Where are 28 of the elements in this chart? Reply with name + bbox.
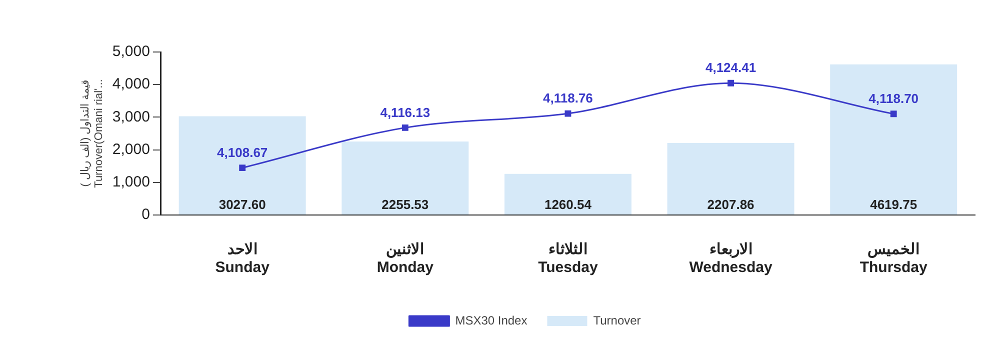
- point: [728, 80, 734, 86]
- y-tick-label: 2,000: [112, 140, 150, 158]
- y-tick-label: 0: [142, 206, 150, 224]
- data-label: 4,118.70: [868, 90, 919, 106]
- point: [239, 164, 246, 172]
- data-label: 1260.54: [544, 197, 592, 212]
- bar: [504, 174, 632, 214]
- point: [564, 110, 572, 117]
- point: [890, 110, 897, 118]
- bar: [178, 116, 306, 214]
- data-label: 3027.60: [218, 197, 266, 212]
- y-tick-label: 4,000: [112, 76, 150, 93]
- y-tick-label: 5,000: [112, 43, 150, 60]
- data-label: 4,116.13: [380, 104, 430, 120]
- data-label: 4,108.67: [217, 144, 268, 160]
- data-label: 2255.53: [382, 197, 429, 212]
- bar: [342, 141, 469, 214]
- data-label: 4,124.41: [705, 60, 756, 76]
- legend-label: Turnover: [593, 313, 641, 328]
- bar: [667, 143, 794, 214]
- data-label: 4,118.76: [543, 90, 593, 106]
- data-label: 2207.86: [707, 197, 754, 212]
- data-label: 4619.75: [870, 197, 918, 212]
- point: [402, 124, 408, 131]
- y-tick-label: 3,000: [112, 108, 150, 126]
- y-tick-label: 1,000: [112, 174, 150, 191]
- bar: [830, 64, 958, 214]
- legend-label: MSX30 Index: [455, 313, 528, 328]
